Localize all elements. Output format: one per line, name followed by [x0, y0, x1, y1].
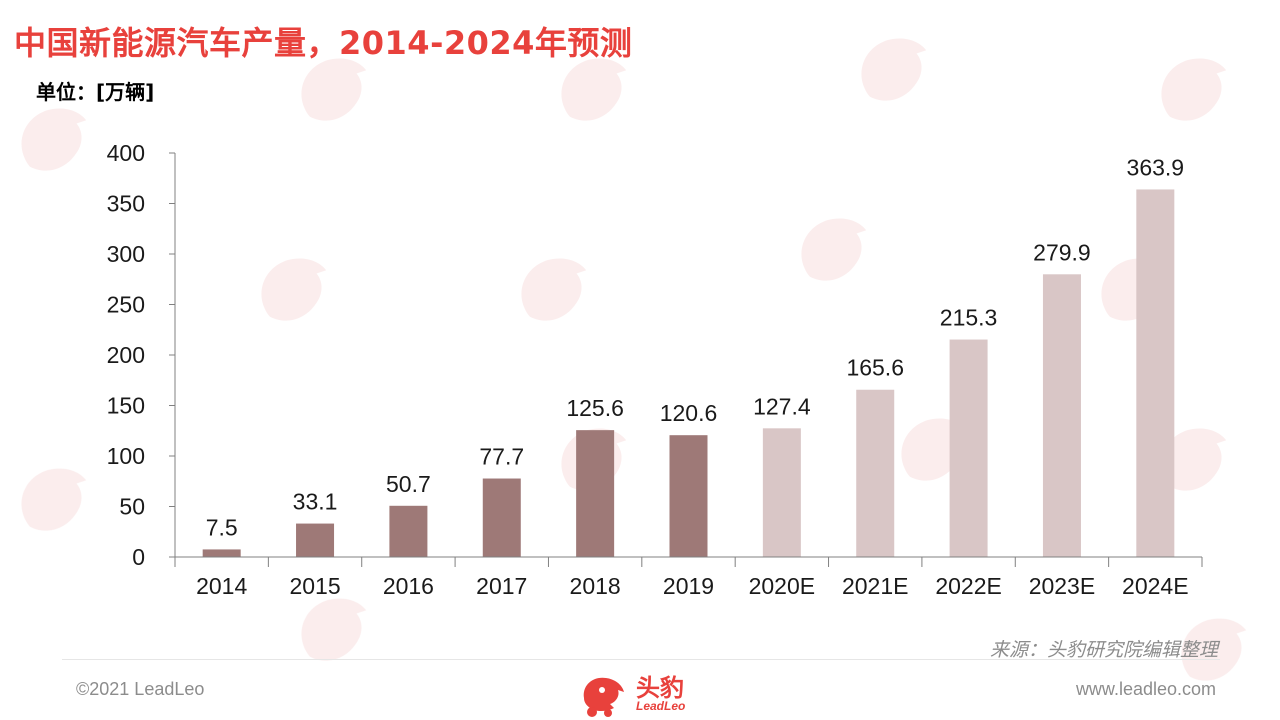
- bar-2015: [296, 523, 335, 557]
- bar-2023E: [1042, 274, 1081, 557]
- data-label: 279.9: [1033, 239, 1091, 265]
- bar-2017: [482, 478, 521, 557]
- y-tick-label: 400: [107, 140, 145, 166]
- data-label: 215.3: [940, 305, 998, 331]
- bar-2020E: [762, 428, 801, 557]
- bar-2019: [669, 435, 708, 557]
- unit-label: 单位：[万辆]: [36, 80, 155, 104]
- leadleo-logo-icon: [583, 677, 624, 717]
- y-tick-label: 50: [119, 494, 145, 520]
- source-note: 来源：头豹研究院编辑整理: [989, 639, 1218, 661]
- x-tick-label: 2015: [289, 573, 340, 599]
- y-tick-label: 300: [107, 241, 145, 267]
- data-label: 165.6: [846, 355, 904, 381]
- data-label: 363.9: [1127, 154, 1185, 180]
- x-tick-label: 2019: [663, 573, 714, 599]
- bar-2022E: [949, 339, 988, 557]
- logo-subtext: LeadLeo: [636, 699, 686, 713]
- data-label: 7.5: [206, 514, 238, 540]
- bar-2018: [576, 430, 615, 557]
- x-tick-label: 2018: [570, 573, 621, 599]
- bar-2016: [389, 505, 428, 557]
- bar-2014: [202, 549, 241, 557]
- logo-text: 头豹: [636, 674, 684, 702]
- y-tick-label: 100: [107, 443, 145, 469]
- bar-2021E: [856, 389, 895, 557]
- page-title: 中国新能源汽车产量，2014-2024年预测: [14, 24, 633, 62]
- x-tick-label: 2020E: [749, 573, 816, 599]
- data-label: 50.7: [386, 471, 431, 497]
- y-tick-label: 350: [107, 191, 145, 217]
- bar-2024E: [1136, 189, 1175, 557]
- y-tick-label: 250: [107, 292, 145, 318]
- copyright-text: ©2021 LeadLeo: [76, 679, 205, 699]
- data-label: 77.7: [479, 444, 524, 470]
- data-label: 127.4: [753, 393, 811, 419]
- data-label: 125.6: [566, 395, 624, 421]
- x-tick-label: 2014: [196, 573, 247, 599]
- y-tick-label: 200: [107, 342, 145, 368]
- y-tick-label: 150: [107, 393, 145, 419]
- x-tick-label: 2022E: [935, 573, 1002, 599]
- data-label: 120.6: [660, 400, 718, 426]
- x-tick-label: 2016: [383, 573, 434, 599]
- x-tick-label: 2024E: [1122, 573, 1189, 599]
- x-tick-label: 2023E: [1029, 573, 1096, 599]
- footer-divider: [62, 659, 1220, 660]
- website-link[interactable]: www.leadleo.com: [1075, 679, 1216, 699]
- data-label: 33.1: [293, 489, 338, 515]
- y-tick-label: 0: [132, 544, 145, 570]
- x-tick-label: 2017: [476, 573, 527, 599]
- x-tick-label: 2021E: [842, 573, 909, 599]
